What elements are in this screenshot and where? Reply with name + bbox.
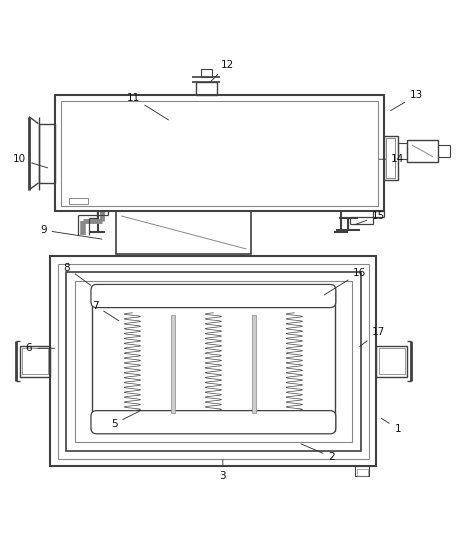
Text: 7: 7	[92, 301, 119, 321]
Bar	[22, 348, 48, 374]
Text: 6: 6	[26, 343, 55, 353]
Bar	[58, 263, 369, 459]
Text: 2: 2	[301, 444, 335, 462]
Text: 16: 16	[324, 268, 366, 295]
Bar	[379, 348, 405, 374]
Text: 13: 13	[391, 90, 423, 111]
Text: 9: 9	[40, 225, 102, 239]
Bar	[19, 346, 50, 377]
Text: 12: 12	[210, 60, 234, 81]
Text: 15: 15	[356, 211, 385, 224]
Bar	[69, 199, 88, 204]
Bar	[407, 140, 438, 162]
Bar	[383, 136, 398, 180]
Bar	[50, 256, 376, 466]
Bar	[38, 124, 55, 183]
Bar	[92, 289, 335, 431]
Bar	[117, 211, 251, 254]
Text: 11: 11	[127, 93, 168, 120]
Text: 10: 10	[13, 154, 48, 168]
Text: 17: 17	[360, 327, 385, 346]
Bar	[376, 346, 407, 377]
Bar	[355, 466, 369, 476]
FancyBboxPatch shape	[91, 284, 336, 307]
Bar	[356, 469, 368, 476]
Text: 1: 1	[381, 418, 401, 433]
Bar	[386, 138, 395, 178]
Bar	[252, 315, 256, 414]
Bar	[171, 315, 175, 414]
Bar	[398, 142, 407, 159]
Text: 14: 14	[379, 154, 404, 164]
Bar	[201, 69, 212, 78]
Bar	[55, 95, 383, 211]
Bar	[75, 280, 352, 442]
FancyBboxPatch shape	[91, 411, 336, 434]
Bar	[196, 82, 217, 95]
Bar	[61, 101, 378, 206]
Text: 3: 3	[219, 460, 226, 481]
Bar	[66, 272, 361, 451]
Text: 8: 8	[64, 263, 91, 285]
Text: 5: 5	[111, 411, 140, 429]
